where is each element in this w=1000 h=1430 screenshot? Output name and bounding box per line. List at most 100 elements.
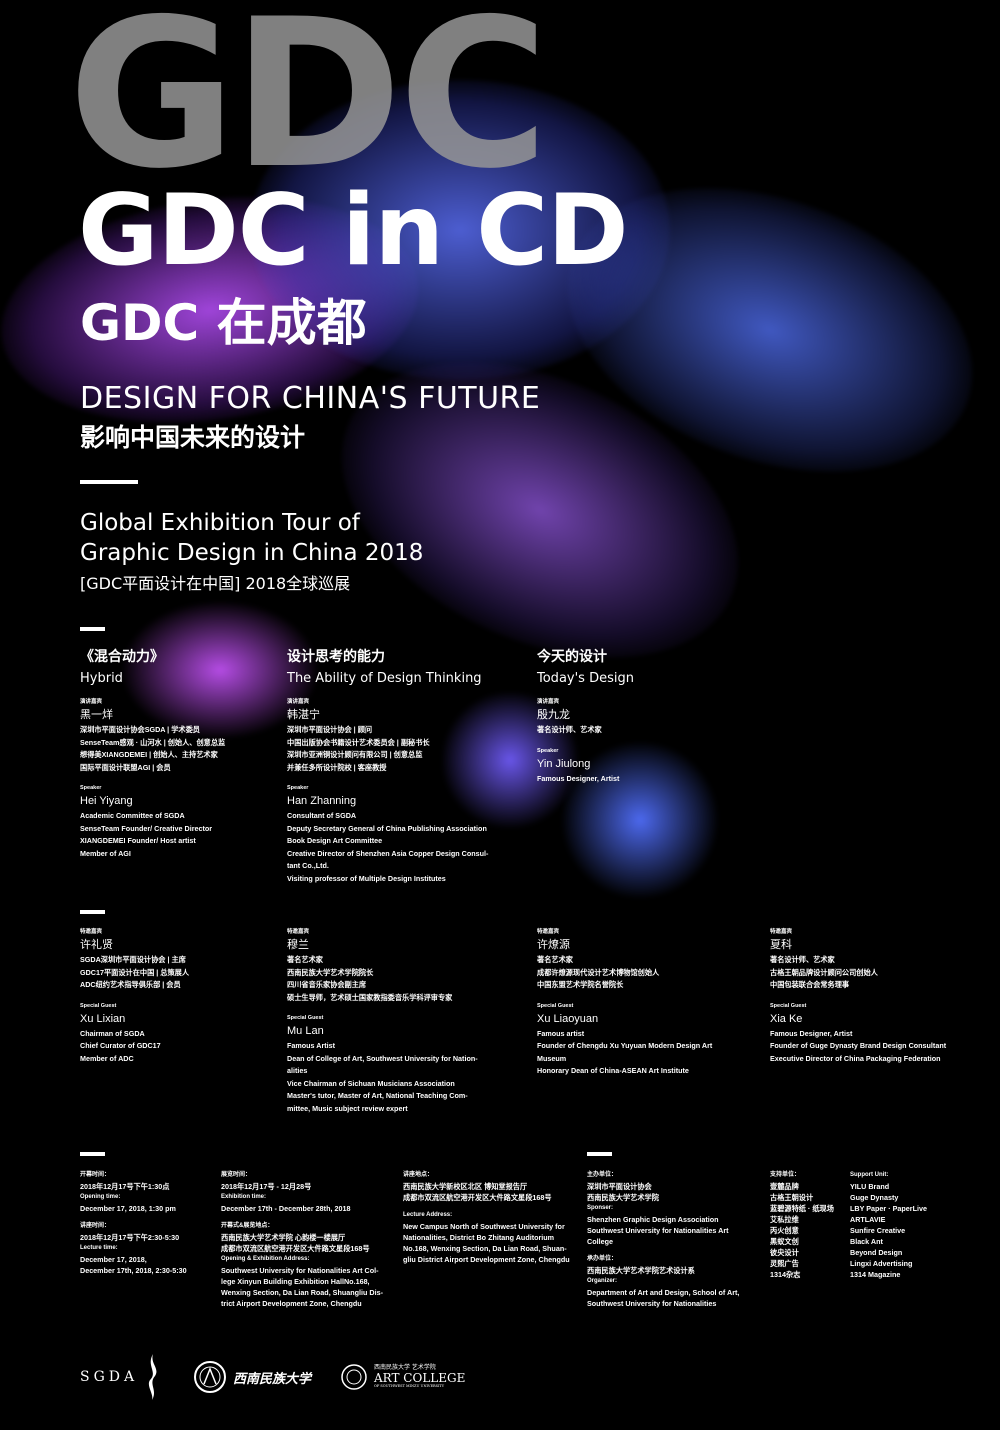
info-column: 开幕时间： 2018年12月17号下午1:30点 Opening time: Dece… — [80, 1170, 218, 1276]
name-en: Mu Lan — [287, 1025, 324, 1037]
info-line: College — [587, 1237, 613, 1246]
info-line: Southwest University for Nationalities — [587, 1299, 717, 1308]
info-label: 支持单位： — [770, 1172, 801, 1178]
bio-line-cn: 著名设计师、艺术家 — [537, 725, 602, 734]
info-label: Exhibition time: — [221, 1194, 266, 1200]
info-line: 成都市双流区航空港开发区大件路文星段168号 — [221, 1244, 370, 1253]
info-line: trict Airport Development Zone, Chengdu — [221, 1299, 362, 1308]
role-cn: 特邀嘉宾 — [287, 929, 310, 935]
art-college-logo: 西南民族大学 艺术学院 ART COLLEGE OF SOUTHWEST MIN… — [340, 1354, 465, 1400]
info-label: Organizer: — [587, 1278, 618, 1284]
bio-line-en: mittee, Music subject review expert — [287, 1103, 408, 1113]
university-name: 西南民族大学 — [233, 1371, 312, 1387]
info-line: ARTLAVIE — [850, 1215, 886, 1224]
bio-line-en: Famous Artist — [287, 1041, 336, 1050]
tour-title-cn: [GDC平面设计在中国] 2018全球巡展 — [80, 574, 351, 593]
bio-line-cn: 深圳市平面设计协会SGDA | 学术委员 — [80, 725, 200, 734]
person-block: 演讲嘉宾 韩湛宁 深圳市平面设计协会 | 顾问 中国出版协会书籍设计艺术委员会 | 副… — [287, 698, 532, 885]
bio-line-cn: 想得美XIANGDEMEI | 创始人、主持艺术家 — [80, 750, 218, 759]
tour-line-2: Graphic Design in China 2018 — [80, 540, 424, 566]
info-label: Support Unit: — [850, 1172, 889, 1178]
name-cn: 殷九龙 — [537, 709, 570, 721]
bio-line-cn: 著名艺术家 — [537, 955, 573, 964]
college-subtitle: OF SOUTHWEST MINZU UNIVERSITY — [374, 1383, 445, 1388]
bio-line-en: Deputy Secretary General of China Publis… — [287, 823, 487, 833]
info-label: 承办单位： — [587, 1256, 618, 1262]
bio-line-en: Executive Director of China Packaging Fe… — [770, 1053, 941, 1063]
bio-line-en: alities — [287, 1066, 308, 1075]
bio-line-cn: 中国出版协会书籍设计艺术委员会 | 副秘书长 — [287, 737, 430, 747]
info-column: 讲座地点： 西南民族大学新校区北区 博知堂报告厅 成都市双流区航空港开发区大件路文星… — [403, 1170, 583, 1265]
session-hybrid: 《混合动力》 Hybrid — [80, 646, 164, 686]
info-label: 展览时间： — [221, 1172, 252, 1178]
info-line: Southwest University for Nationalities A… — [587, 1226, 729, 1235]
info-line: 西南民族大学艺术学院 — [587, 1193, 659, 1202]
info-line: 蓝碧源特纸 · 纸现场 — [770, 1204, 834, 1213]
big-gdc-backdrop: GDC — [68, 0, 549, 214]
info-line: 丙火创意 — [770, 1226, 799, 1235]
spacer — [80, 774, 280, 784]
spacer — [537, 737, 762, 747]
info-column: Support Unit: YILU Brand Guge Dynasty LBY P… — [850, 1170, 960, 1280]
info-line: Wenxing Section, Da Lian Road, Shuangliu… — [221, 1288, 383, 1297]
spacer — [80, 1214, 218, 1221]
tour-line-1: Global Exhibition Tour of — [80, 510, 360, 536]
bio-line-cn: ADC纽约艺术指导俱乐部 | 会员 — [80, 980, 181, 989]
bio-line-cn: 古格王朝品牌设计顾问公司创始人 — [770, 967, 878, 977]
info-line: December 17th - December 28th, 2018 — [221, 1204, 351, 1213]
poster-title-cn: GDC 在成都 — [80, 294, 367, 352]
bio-line-cn: SenseTeam感观 · 山河水 | 创始人、创意总监 — [80, 737, 226, 747]
name-en: Hei Yiyang — [80, 795, 133, 807]
info-line: 1314 Magazine — [850, 1270, 901, 1279]
person-block: 演讲嘉宾 殷九龙 著名设计师、艺术家 Speaker Yin Jiulong Famous… — [537, 698, 762, 785]
info-line: Department of Art and Design, School of … — [587, 1288, 740, 1297]
spacer — [221, 1214, 399, 1221]
person-block: 演讲嘉宾 黑一烊 深圳市平面设计协会SGDA | 学术委员 SenseTeam感观 ·… — [80, 698, 280, 860]
role-en: Special Guest — [287, 1015, 324, 1021]
spacer — [587, 1247, 765, 1254]
info-label: Opening & Exhibition Address: — [221, 1256, 310, 1262]
spacer — [287, 774, 532, 784]
info-line: December 17, 2018, 1:30 pm — [80, 1204, 176, 1213]
college-name-cn: 西南民族大学 艺术学院 — [374, 1364, 436, 1372]
info-line: 2018年12月17号下午1:30点 — [80, 1182, 170, 1191]
name-cn: 许燎源 — [537, 939, 570, 951]
role-en: Speaker — [80, 785, 102, 791]
info-line: 深圳市平面设计协会 — [587, 1182, 652, 1191]
session-title-en: Today's Design — [537, 671, 634, 686]
name-cn: 黑一烊 — [80, 709, 113, 721]
tour-title-en: Global Exhibition Tour of Graphic Design… — [80, 508, 423, 568]
info-column: 主办单位： 深圳市平面设计协会 西南民族大学艺术学院 Sponser: Shenzhen… — [587, 1170, 765, 1309]
bio-line-cn: 硕士生导师，艺术硕士国家教指委音乐学科评审专家 — [287, 992, 453, 1002]
info-line: Nationalities, District Bo Zhitang Audit… — [403, 1233, 555, 1242]
bio-line-en: Master's tutor, Master of Art, National … — [287, 1091, 468, 1100]
bio-line-cn: 四川省音乐家协会副主席 — [287, 980, 367, 989]
bio-line-en: SenseTeam Founder/ Creative Director — [80, 823, 213, 833]
bio-line-cn: 著名艺术家 — [287, 955, 323, 964]
bio-line-en: Museum — [537, 1053, 567, 1063]
bio-line-en: Chairman of SGDA — [80, 1028, 145, 1038]
session-title-cn: 设计思考的能力 — [287, 649, 385, 665]
bio-line-en: XIANGDEMEI Founder/ Host artist — [80, 836, 196, 845]
spacer — [80, 992, 280, 1002]
name-cn: 夏科 — [770, 939, 792, 951]
info-label: 主办单位： — [587, 1172, 618, 1178]
bio-line-en: Member of ADC — [80, 1053, 134, 1063]
info-line: 黑蚁文创 — [770, 1237, 799, 1246]
info-label: Opening time: — [80, 1194, 121, 1200]
name-en: Xu Lixian — [80, 1012, 126, 1025]
info-line: 1314杂志 — [770, 1270, 801, 1279]
bio-line-en: Book Design Art Committee — [287, 836, 383, 845]
role-cn: 演讲嘉宾 — [537, 699, 560, 705]
spacer — [537, 992, 762, 1002]
info-line: No.168, Wenxing Section, Da Lian Road, S… — [403, 1244, 567, 1253]
info-column: 展览时间： 2018年12月17号 - 12月28号 Exhibition time… — [221, 1170, 399, 1309]
bio-line-cn: 并兼任多所设计院校 | 客座教授 — [287, 762, 387, 772]
session-design-thinking: 设计思考的能力 The Ability of Design Thinking — [287, 646, 482, 686]
info-column: 支持单位： 壹麓品牌 古格王朝设计 蓝碧源特纸 · 纸现场 艾私拉维 丙火创意 黑蚁文创 彼央… — [770, 1170, 846, 1280]
bio-line-cn: 深圳市平面设计协会 | 顾问 — [287, 725, 373, 734]
spacer — [770, 992, 970, 1002]
university-logo: 西南民族大学 — [193, 1354, 311, 1400]
bio-line-en: Vice Chairman of Sichuan Musicians Assoc… — [287, 1078, 455, 1088]
info-line: Shenzhen Graphic Design Association — [587, 1215, 719, 1224]
